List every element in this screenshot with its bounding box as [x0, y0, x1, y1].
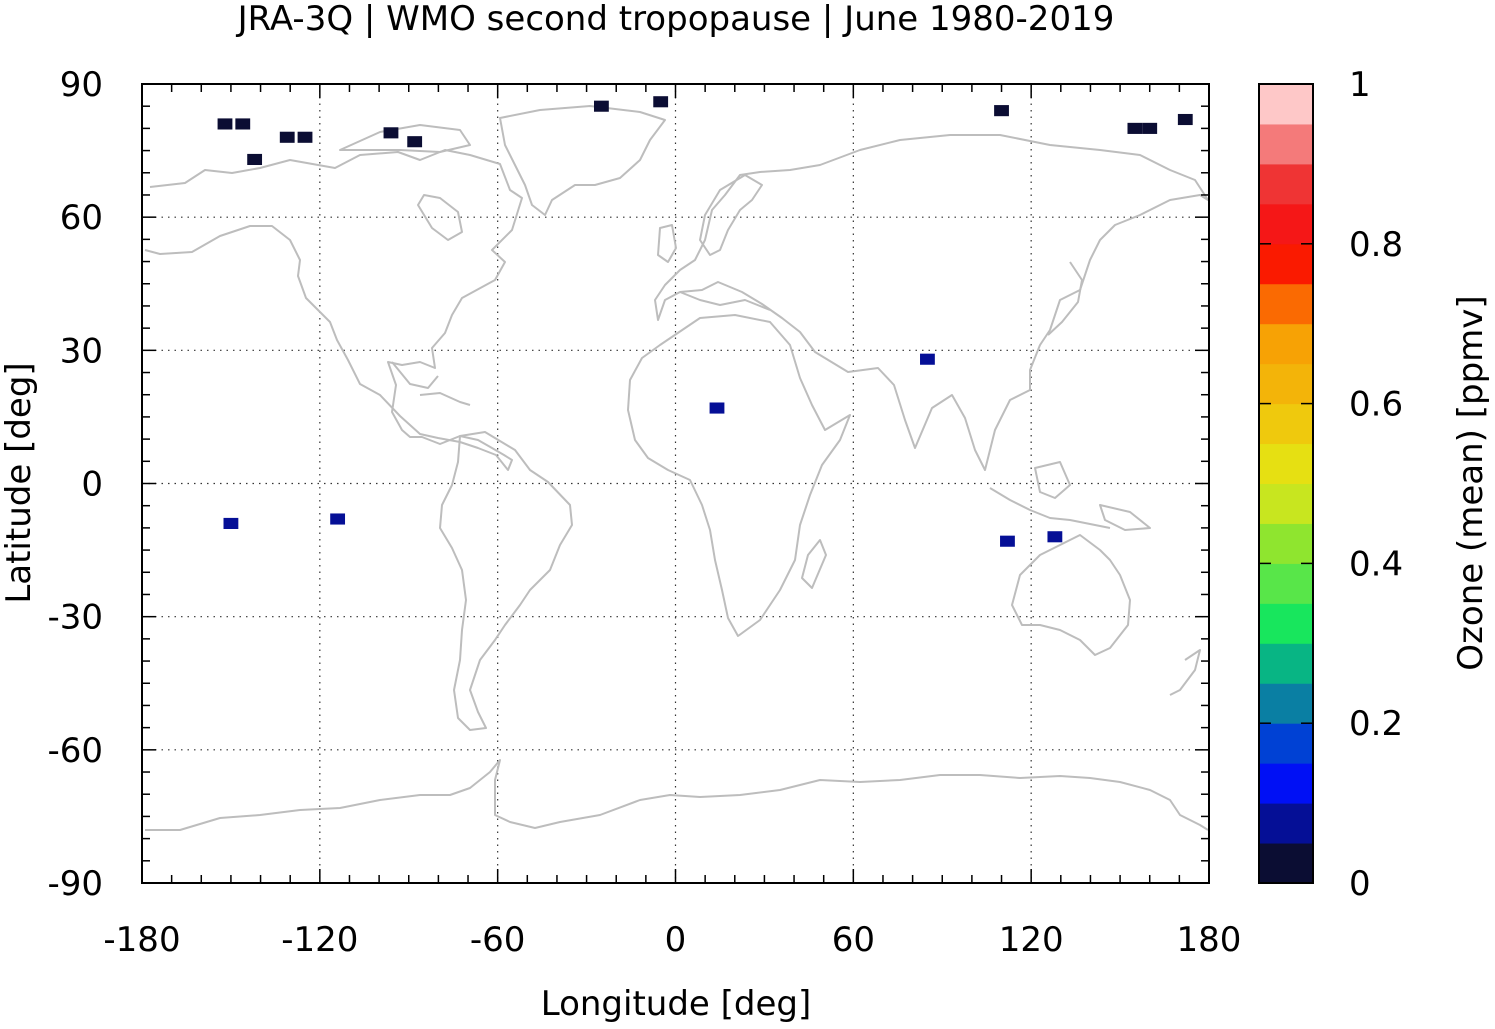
y-axis-ticks: 90 60 30 0 -30 -60 -90 [47, 65, 103, 904]
ozone-cell [223, 517, 239, 529]
colorbar-segment [1259, 443, 1313, 484]
coastline-hudson-bay [417, 194, 463, 241]
ozone-cell [1127, 122, 1143, 134]
coastline-australia [1011, 534, 1131, 656]
colorbar-segment [1259, 603, 1313, 644]
colorbar: 0 0.2 0.4 0.6 0.8 1 [1258, 65, 1403, 904]
coastline-africa [627, 314, 851, 637]
ozone-cell [1047, 531, 1063, 543]
ozone-cell [383, 127, 399, 139]
colorbar-segment [1259, 763, 1313, 804]
colorbar-segment [1259, 323, 1313, 365]
coastline-new-guinea [1099, 504, 1151, 531]
y-tick-label: -90 [47, 864, 103, 904]
colorbar-segment [1259, 363, 1313, 405]
coastline-greenland [499, 105, 666, 216]
coastline-antarctica [145, 759, 1209, 831]
y-tick-label: 60 [60, 198, 103, 238]
ozone-cell [297, 131, 313, 143]
colorbar-segment [1259, 243, 1313, 285]
coastline-cuba [419, 392, 471, 406]
ozone-cell [920, 353, 935, 365]
colorbar-segment [1259, 283, 1313, 325]
ozone-cell [653, 96, 669, 108]
colorbar-segment [1259, 523, 1313, 564]
ozone-cell [593, 100, 609, 112]
coastline-japan [1047, 261, 1083, 336]
ozone-cell [235, 118, 251, 130]
colorbar-segment [1259, 84, 1313, 125]
x-tick-label: 180 [1177, 920, 1242, 960]
coastline-gulf-of-mexico [391, 361, 439, 389]
colorbar-segment [1259, 643, 1313, 684]
coastlines [144, 105, 1209, 831]
ozone-cell [1142, 122, 1158, 134]
ozone-cell [247, 153, 263, 166]
colorbar-tick-label: 0 [1349, 864, 1371, 904]
ozone-cell [1000, 535, 1015, 547]
y-tick-label: -30 [47, 598, 103, 638]
plot-area [141, 83, 1210, 884]
colorbar-segment [1259, 723, 1313, 764]
ozone-cell [1177, 113, 1193, 126]
x-tick-label: -180 [103, 920, 180, 960]
colorbar-tick-label: 0.6 [1349, 385, 1403, 425]
y-tick-label: 0 [81, 465, 103, 505]
colorbar-segment [1259, 803, 1313, 844]
colorbar-tick-label: 0.8 [1349, 225, 1403, 265]
x-tick-label: 60 [832, 920, 875, 960]
y-axis-label: Latitude [deg] [0, 362, 39, 603]
ozone-cell [217, 118, 233, 130]
y-tick-label: 30 [60, 331, 103, 371]
coastline-new-zealand [1169, 649, 1201, 696]
colorbar-segment [1259, 123, 1313, 165]
minor-ticks [141, 83, 1210, 884]
x-tick-label: -60 [470, 920, 526, 960]
x-axis-ticks: -180 -120 -60 0 60 120 180 [103, 920, 1241, 960]
colorbar-segment [1259, 483, 1313, 524]
colorbar-segment [1259, 203, 1313, 245]
coastline-borneo [1034, 461, 1071, 499]
coastline-eurasia [654, 134, 1209, 471]
x-tick-label: 0 [665, 920, 687, 960]
colorbar-frame [1258, 83, 1314, 884]
coastline-south-america [439, 431, 573, 731]
x-axis-label: Longitude [deg] [541, 984, 812, 1024]
y-tick-label: 90 [60, 65, 103, 105]
ozone-cells [217, 96, 1193, 547]
ozone-cell [330, 513, 346, 525]
colorbar-segment [1259, 563, 1313, 604]
colorbar-segment [1259, 163, 1313, 205]
ozone-cell [279, 131, 295, 143]
y-tick-label: -60 [47, 731, 103, 771]
colorbar-segment [1259, 403, 1313, 445]
grid-lines [142, 84, 1209, 883]
colorbar-tick-label: 1 [1349, 65, 1371, 105]
colorbar-segment [1259, 683, 1313, 724]
coastline-scandinavia [699, 174, 763, 256]
coastline-british-isles [657, 224, 677, 263]
colorbar-tick-label: 0.4 [1349, 544, 1403, 584]
coastline-mediterranean [679, 291, 771, 311]
x-tick-label: 120 [999, 920, 1064, 960]
chart-title: JRA-3Q | WMO second tropopause | June 19… [236, 0, 1115, 39]
ozone-cell [994, 105, 1009, 117]
colorbar-label: Ozone (mean) [ppmv] [1451, 295, 1491, 670]
colorbar-segment [1259, 843, 1313, 884]
coastline-madagascar [801, 539, 827, 589]
x-tick-label: -120 [281, 920, 358, 960]
coastline-indonesia [989, 487, 1111, 529]
colorbar-tick-label: 0.2 [1349, 704, 1403, 744]
ozone-cell [709, 402, 725, 414]
ozone-cell [407, 136, 423, 148]
